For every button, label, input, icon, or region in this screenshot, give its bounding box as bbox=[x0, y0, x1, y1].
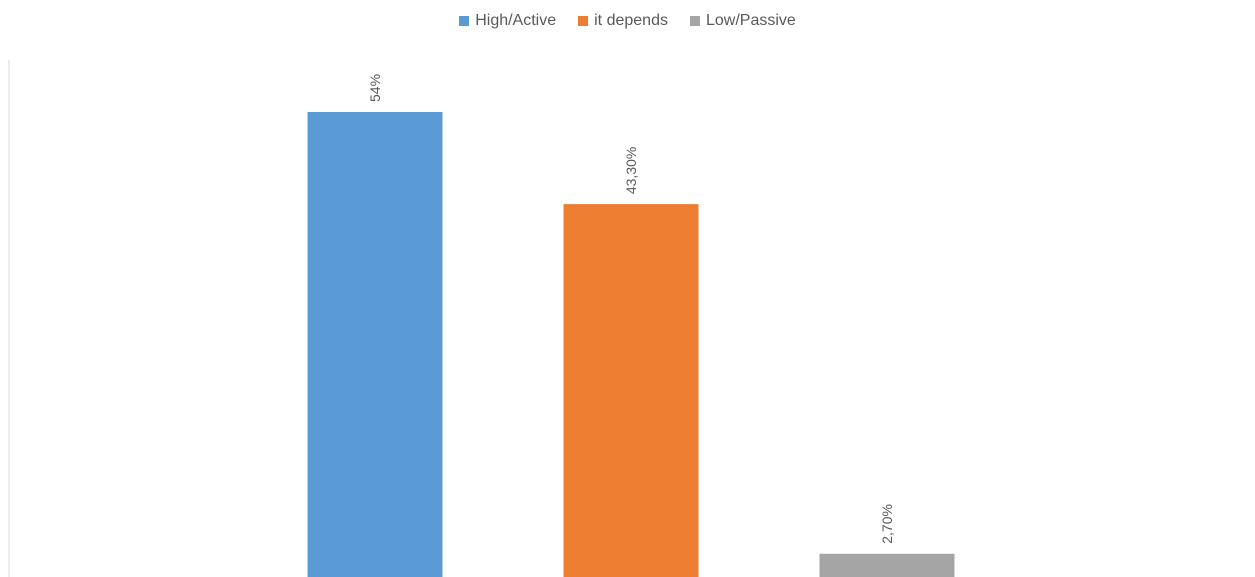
data-label-high-active: 54% bbox=[367, 74, 383, 102]
legend-item-low-passive: Low/Passive bbox=[689, 12, 796, 30]
legend-item-high-active: High/Active bbox=[459, 12, 556, 30]
chart-legend: High/Active it depends Low/Passive bbox=[0, 12, 1255, 30]
bar-it-depends bbox=[563, 204, 699, 577]
legend-item-it-depends: it depends bbox=[578, 12, 668, 30]
bar-low-passive bbox=[819, 553, 955, 577]
legend-label-it-depends: it depends bbox=[594, 12, 668, 29]
legend-swatch-high-active bbox=[459, 16, 470, 26]
bars-group bbox=[307, 112, 955, 577]
bar-high-active bbox=[307, 112, 443, 577]
data-labels-group: 54% 43,30% 2,70% bbox=[367, 74, 895, 544]
data-label-it-depends: 43,30% bbox=[623, 147, 639, 194]
legend-swatch-low-passive bbox=[689, 16, 700, 26]
data-label-low-passive: 2,70% bbox=[879, 504, 895, 544]
legend-label-high-active: High/Active bbox=[475, 12, 557, 29]
legend-swatch-it-depends bbox=[578, 16, 589, 26]
legend-label-low-passive: Low/Passive bbox=[705, 12, 796, 29]
